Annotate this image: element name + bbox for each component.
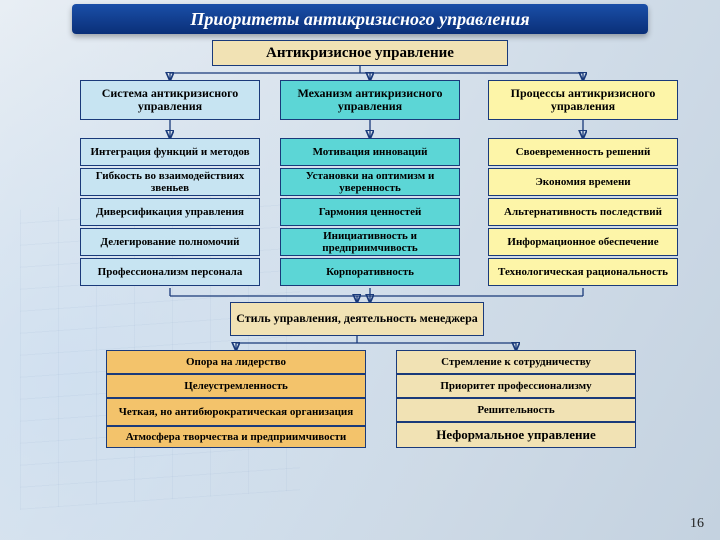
col1-item: Гармония ценностей [280,198,460,226]
col0-item: Делегирование полномочий [80,228,260,256]
col-head-0: Система антикризисного управления [80,80,260,120]
bl-item: Атмосфера творчества и предприимчивости [106,426,366,448]
col-head-1: Механизм антикризисного управления [280,80,460,120]
col0-item: Интеграция функций и методов [80,138,260,166]
bl-item: Четкая, но антибюрократическая организац… [106,398,366,426]
br-item: Решительность [396,398,636,422]
col0-item: Гибкость во взаимодействиях звеньев [80,168,260,196]
col2-item: Своевременность решений [488,138,678,166]
col2-item: Экономия времени [488,168,678,196]
col0-item: Профессионализм персонала [80,258,260,286]
slide-title: Приоритеты антикризисного управления [72,4,648,34]
col2-item: Информационное обеспечение [488,228,678,256]
col2-item: Альтернативность последствий [488,198,678,226]
col1-item: Установки на оптимизм и уверенность [280,168,460,196]
br-item: Приоритет профессионализму [396,374,636,398]
col2-item: Технологическая рациональность [488,258,678,286]
bl-item: Опора на лидерство [106,350,366,374]
col1-item: Инициативность и предприимчивость [280,228,460,256]
col-head-2: Процессы антикризисного управления [488,80,678,120]
col0-item: Диверсификация управления [80,198,260,226]
col1-item: Мотивация инноваций [280,138,460,166]
style-box: Стиль управления, деятельность менеджера [230,302,484,336]
col1-item: Корпоративность [280,258,460,286]
root-box: Антикризисное управление [212,40,508,66]
br-item: Неформальное управление [396,422,636,448]
br-item: Стремление к сотрудничеству [396,350,636,374]
bl-item: Целеустремленность [106,374,366,398]
page-number: 16 [690,516,704,532]
